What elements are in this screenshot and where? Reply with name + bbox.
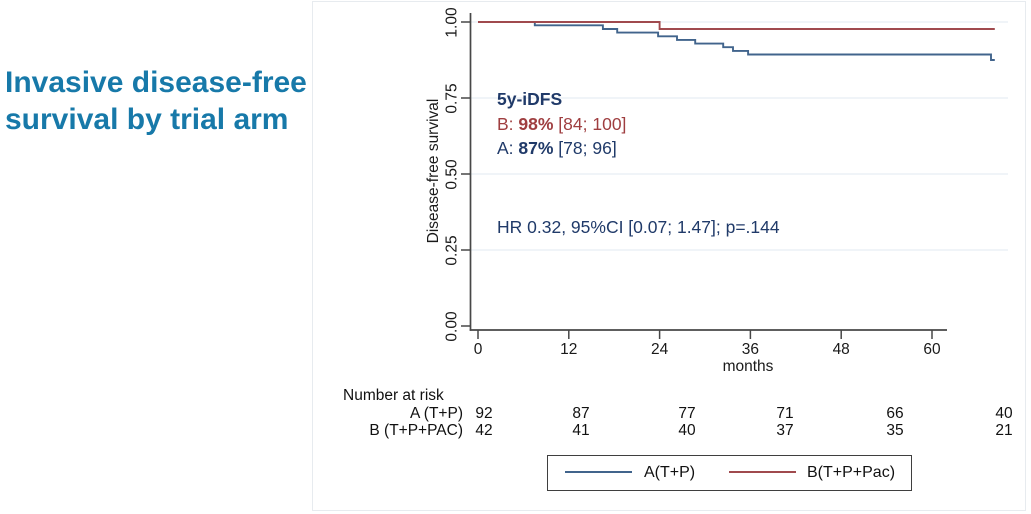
slide-title: Invasive disease-free survival by trial … xyxy=(5,64,307,138)
risk-row-values-a: 92 87 77 71 66 40 xyxy=(0,405,1031,422)
risk-row-values-b: 42 41 40 37 35 21 xyxy=(0,422,1031,439)
x-tick-label: 60 xyxy=(923,341,941,358)
arm-b-ci: [84; 100] xyxy=(553,114,627,134)
risk-row-label-a: A (T+P) xyxy=(410,405,463,422)
risk-value: 40 xyxy=(678,422,696,439)
risk-value: 77 xyxy=(678,405,696,422)
legend-label-a: A(T+P) xyxy=(644,464,696,481)
annotation-hazard-ratio: HR 0.32, 95%CI [0.07; 1.47]; p=.144 xyxy=(497,217,780,237)
risk-value: 41 xyxy=(572,422,590,439)
y-tick-label: 0.00 xyxy=(443,310,461,342)
risk-value: 37 xyxy=(776,422,794,439)
x-tick-label: 24 xyxy=(650,341,669,358)
x-tick-label: 36 xyxy=(741,341,760,358)
arm-b-value: 98% xyxy=(518,114,554,134)
y-tick-label: 0.50 xyxy=(443,158,461,190)
x-axis-title: months xyxy=(722,358,774,375)
legend-line-a-icon xyxy=(565,471,632,474)
figure-border xyxy=(312,1,1026,511)
annotation-arm-b: B: 98% [84; 100] xyxy=(497,114,626,135)
risk-value: 40 xyxy=(995,405,1013,422)
annotation-5y-idfs-heading: 5y-iDFS xyxy=(497,89,563,109)
x-tick-label: 0 xyxy=(473,341,483,358)
x-tick-label: 48 xyxy=(832,341,850,358)
x-tick-label: 12 xyxy=(560,341,578,358)
arm-b-prefix: B: xyxy=(497,114,519,134)
legend-label-b: B(T+P+Pac) xyxy=(807,464,896,481)
risk-value: 42 xyxy=(475,422,493,439)
risk-value: 71 xyxy=(776,405,794,422)
km-curve-B(T+P+Pac) xyxy=(478,21,995,30)
risk-value: 21 xyxy=(995,422,1013,439)
y-tick-label: 1.00 xyxy=(443,6,461,38)
arm-a-ci: [78; 96] xyxy=(553,138,617,158)
arm-a-value: 87% xyxy=(518,138,554,158)
y-tick-label: 0.75 xyxy=(443,82,461,114)
risk-value: 92 xyxy=(475,405,493,422)
annotation-arm-a: A: 87% [78; 96] xyxy=(497,138,617,159)
risk-value: 35 xyxy=(886,422,904,439)
y-tick-label: 0.25 xyxy=(443,234,461,266)
km-curve-A(T+P) xyxy=(478,21,995,61)
arm-a-prefix: A: xyxy=(497,138,519,158)
risk-table-title: Number at risk xyxy=(343,387,444,404)
legend-line-b-icon xyxy=(729,471,796,474)
risk-row-label-b: B (T+P+PAC) xyxy=(369,422,463,439)
slide-title-line2: survival by trial arm xyxy=(5,103,289,136)
risk-value: 87 xyxy=(572,405,590,422)
slide-title-line1: Invasive disease-free xyxy=(5,66,307,99)
risk-value: 66 xyxy=(886,405,904,422)
y-axis-title: Disease-free survival xyxy=(425,98,442,244)
